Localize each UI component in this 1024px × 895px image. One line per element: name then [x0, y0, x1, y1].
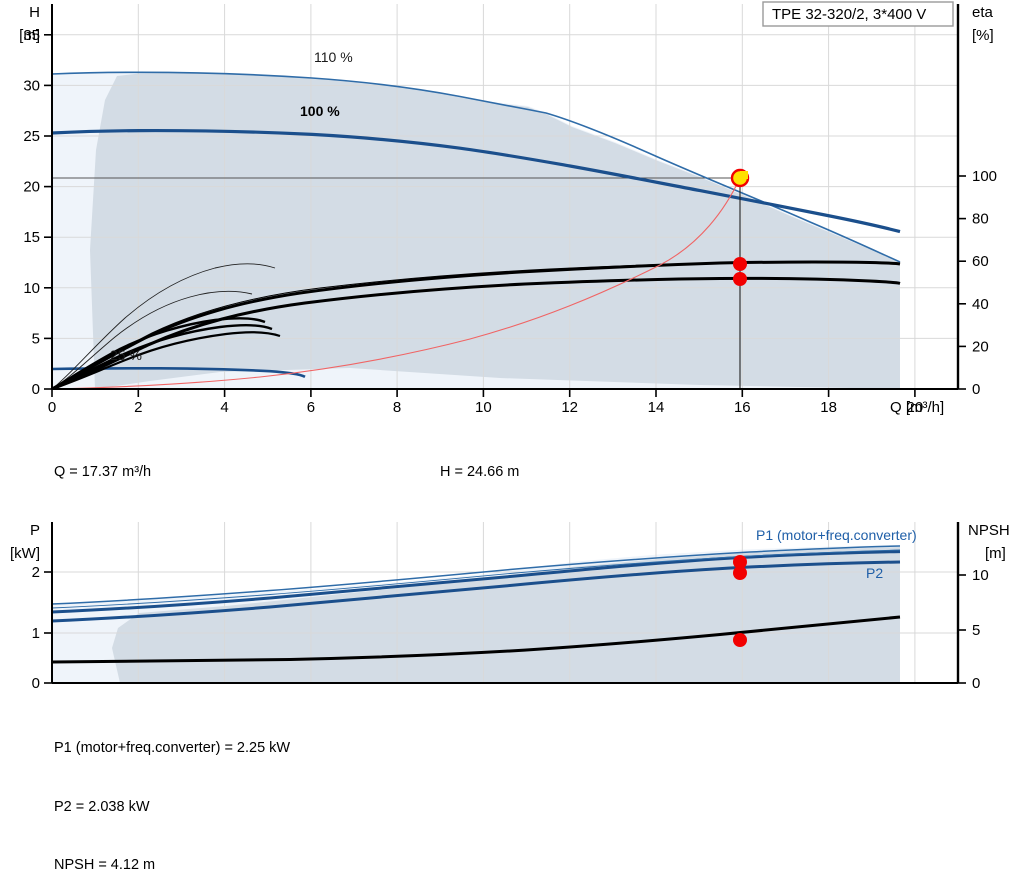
svg-text:10: 10: [475, 399, 492, 416]
power-npsh-chart: P [kW] NPSH [m] 0 1 2 0 5 10 P1 (motor+f…: [10, 522, 1010, 692]
svg-text:80: 80: [972, 211, 989, 228]
top-curves: [52, 71, 901, 389]
curve-eta-thin-family: [52, 263, 276, 389]
top-left-ticks: [44, 33, 52, 390]
annotation-100-percent: 100 %: [300, 103, 340, 119]
readout-right-line-1: H = 24.66 m: [440, 464, 520, 480]
series-label-p2: P2: [866, 565, 883, 581]
bottom-y-left-tick-labels: 0 1 2: [32, 564, 40, 692]
duty-point-marker-eta-pump[interactable]: [733, 257, 747, 271]
svg-text:0: 0: [48, 399, 56, 416]
duty-point-marker-eta-total[interactable]: [733, 272, 747, 286]
curve-p1-outer: [52, 545, 901, 605]
top-x-ticks: [51, 389, 916, 397]
top-y-right-tick-labels: 0 20 40 60 80 100: [972, 168, 997, 398]
title-box: [762, 1, 954, 27]
annotation-110-percent: 110 %: [314, 49, 353, 65]
curve-system-red: [52, 177, 741, 389]
series-label-p1: P1 (motor+freq.converter): [756, 527, 917, 543]
svg-text:8: 8: [393, 399, 401, 416]
top-right-ticks: [958, 175, 966, 390]
top-y-right-axis-title-1: eta: [972, 4, 994, 21]
top-x-tick-labels: 0 2 4 6 8 10 12 14 16 18 20: [48, 399, 923, 416]
curve-eta-bundle-3: [52, 331, 281, 389]
svg-text:60: 60: [972, 253, 989, 270]
svg-text:4: 4: [220, 399, 228, 416]
bottom-curves: [52, 545, 901, 664]
svg-text:2: 2: [134, 399, 142, 416]
svg-text:5: 5: [32, 330, 40, 347]
bottom-gridlines: [52, 522, 958, 683]
svg-text:2: 2: [32, 564, 40, 581]
curve-p1: [52, 550, 901, 614]
svg-text:6: 6: [307, 399, 315, 416]
curve-eta-thin-2: [52, 290, 253, 389]
svg-text:0: 0: [32, 381, 40, 398]
svg-text:20: 20: [23, 179, 40, 196]
curve-h-110: [52, 71, 901, 263]
svg-text:20: 20: [972, 338, 989, 355]
title-box-label: TPE 32-320/2, 3*400 V: [772, 6, 926, 23]
readout-bottom-line-1: P1 (motor+freq.converter) = 2.25 kW: [54, 740, 291, 756]
bottom-left-ticks: [44, 571, 52, 684]
duty-point-marker-p1[interactable]: [733, 555, 747, 569]
top-x-axis-title: Q [m³/h]: [890, 399, 944, 416]
head-efficiency-chart: H [m] eta [%] Q [m³/h] 0 5 10 15 20 25 3…: [19, 1, 997, 416]
svg-text:20: 20: [907, 399, 924, 416]
svg-text:0: 0: [972, 675, 980, 692]
svg-text:40: 40: [972, 296, 989, 313]
bottom-y-left-axis-title-2: [kW]: [10, 545, 40, 562]
svg-text:18: 18: [820, 399, 837, 416]
svg-text:10: 10: [23, 280, 40, 297]
svg-text:25: 25: [23, 128, 40, 145]
curve-npsh: [52, 615, 901, 664]
curve-eta-upper-thin: [52, 261, 901, 389]
curve-eta-bundle-1: [52, 317, 266, 389]
readout-left-line-1: Q = 17.37 m³/h: [54, 464, 152, 480]
bottom-y-left-axis-title-1: P: [30, 522, 40, 539]
top-y-left-axis-title-2: [m]: [19, 27, 40, 44]
svg-text:5: 5: [972, 622, 980, 639]
svg-text:12: 12: [561, 399, 578, 416]
svg-text:1: 1: [32, 625, 40, 642]
curve-p2-thin-upper: [52, 549, 901, 609]
pump-curve-page: H [m] eta [%] Q [m³/h] 0 5 10 15 20 25 3…: [10, 1, 1010, 873]
readout-bottom: P1 (motor+freq.converter) = 2.25 kW P2 =…: [54, 700, 290, 895]
bottom-y-right-axis-title-2: [m]: [985, 545, 1006, 562]
bottom-y-right-axis-title-1: NPSH: [968, 522, 1010, 539]
annotation-25-percent: 25 %: [110, 347, 142, 363]
readout-bottom-line-2: P2 = 2.038 kW: [54, 798, 150, 815]
duty-point-marker-npsh[interactable]: [733, 633, 747, 647]
svg-text:16: 16: [734, 399, 751, 416]
bottom-right-ticks: [958, 574, 966, 684]
svg-text:30: 30: [23, 77, 40, 94]
duty-point-marker-p2[interactable]: [733, 566, 747, 580]
duty-point-marker-inner: [740, 171, 748, 179]
svg-text:0: 0: [32, 675, 40, 692]
svg-text:100: 100: [972, 168, 997, 185]
top-y-left-axis-title-1: H: [29, 4, 40, 21]
svg-text:35: 35: [23, 27, 40, 44]
top-gridlines: [52, 4, 958, 389]
curve-eta-total: [52, 276, 901, 389]
bottom-y-right-tick-labels: 0 5 10: [972, 567, 989, 692]
top-y-left-tick-labels: 0 5 10 15 20 25 30 35: [23, 27, 40, 398]
envelope-p-main: [112, 547, 900, 683]
svg-text:0: 0: [972, 381, 980, 398]
svg-text:14: 14: [648, 399, 665, 416]
svg-text:15: 15: [23, 229, 40, 246]
curve-p2: [52, 560, 901, 623]
readout-bottom-line-3: NPSH = 4.12 m: [54, 857, 156, 873]
envelope-main: [90, 72, 900, 389]
curve-h-100: [52, 128, 901, 234]
top-y-right-axis-title-2: [%]: [972, 27, 994, 44]
svg-text:10: 10: [972, 567, 989, 584]
bottom-envelope-fills: [52, 545, 900, 683]
